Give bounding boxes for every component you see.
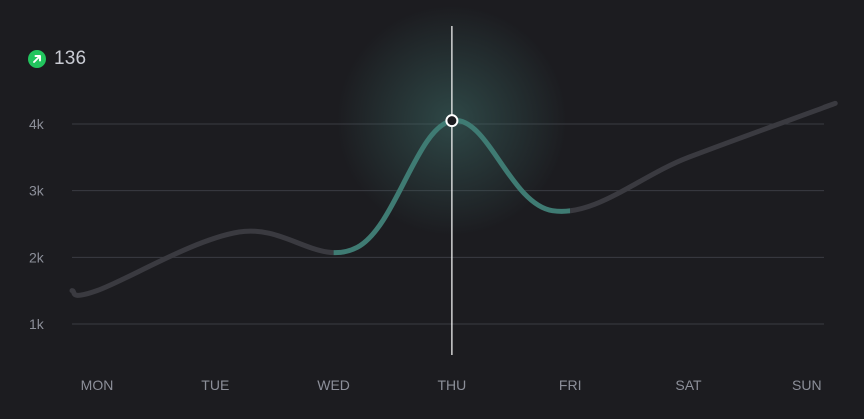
series-line-dim-left <box>69 228 334 298</box>
metric-value: 136 <box>54 48 87 69</box>
x-tick-label: TUE <box>201 377 229 393</box>
x-axis: MON TUE WED THU FRI SAT SUN <box>81 377 822 393</box>
x-tick-label: MON <box>81 377 114 393</box>
x-tick-label: SAT <box>675 377 702 393</box>
x-tick-label: FRI <box>559 377 582 393</box>
metric-badge: 136 <box>28 48 86 70</box>
y-axis: 1k 2k 3k 4k <box>29 116 45 332</box>
x-tick-label: SUN <box>792 377 822 393</box>
y-tick-label: 1k <box>29 316 45 332</box>
series-line-dim-right <box>570 100 838 214</box>
y-tick-label: 3k <box>29 183 45 199</box>
y-tick-label: 4k <box>29 116 45 132</box>
y-tick-label: 2k <box>29 249 45 265</box>
x-tick-label: THU <box>438 377 467 393</box>
hover-point[interactable] <box>445 114 459 128</box>
arrow-up-right-icon <box>28 50 46 68</box>
x-tick-label: WED <box>317 377 350 393</box>
